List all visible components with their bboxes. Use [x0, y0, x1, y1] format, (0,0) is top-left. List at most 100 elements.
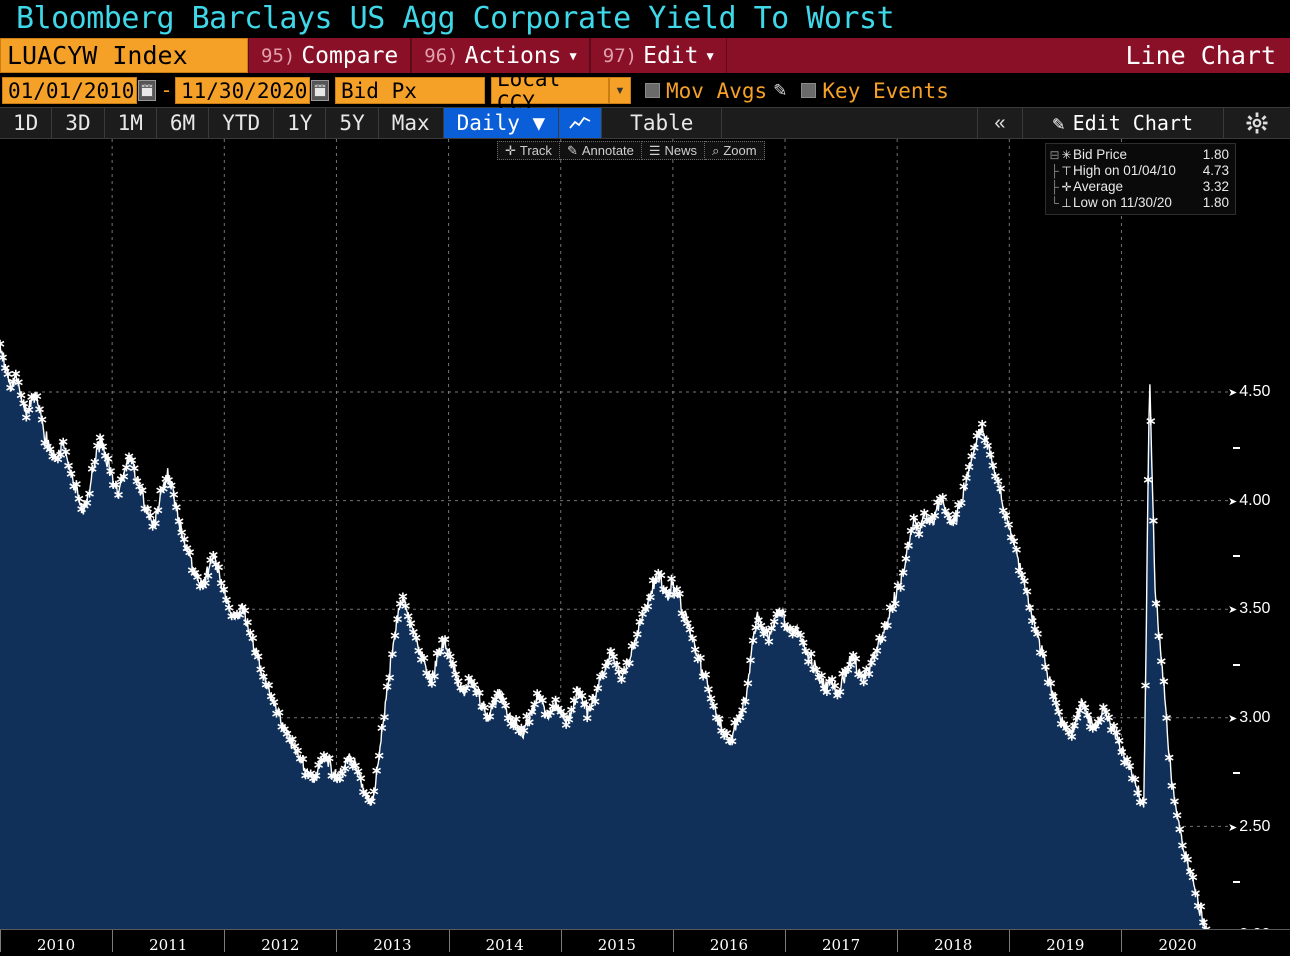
x-tick-separator	[224, 930, 226, 952]
tab-ytd[interactable]: YTD	[209, 108, 275, 138]
y-tick-label: ➤ 3.00	[1228, 709, 1271, 726]
actions-label: Actions	[464, 42, 562, 69]
period-dropdown[interactable]: Daily ▼	[443, 108, 560, 138]
pencil-icon: ✎	[1052, 111, 1065, 135]
y-tick-label: ➤ 4.00	[1228, 492, 1271, 509]
collapse-button[interactable]: «	[978, 108, 1023, 138]
edit-button[interactable]: 97) Edit ▼	[589, 38, 727, 73]
checkbox-icon[interactable]	[645, 83, 660, 98]
y-tick-label: ➤ 2.50	[1228, 818, 1271, 835]
edit-chart-button[interactable]: ✎ Edit Chart	[1023, 108, 1224, 138]
x-tick-label: 2013	[373, 936, 412, 954]
tab-1y[interactable]: 1Y	[274, 108, 327, 138]
x-tick-separator	[560, 930, 562, 952]
ticker-input[interactable]: LUACYW Index	[0, 38, 248, 73]
x-tick-separator	[672, 930, 674, 952]
legend-value: 3.32	[1202, 179, 1229, 194]
legend-value: 4.73	[1202, 163, 1229, 178]
zoom-label: Zoom	[723, 143, 757, 158]
date-to-input[interactable]: 11/30/2020	[175, 77, 310, 104]
x-tick-separator	[1121, 930, 1123, 952]
y-axis: ➤4.50 ➤4.00 ➤3.50 ➤3.00 ➤2.50 ➤2.00 1.80	[1228, 139, 1290, 943]
actions-button[interactable]: 96) Actions ▼	[411, 38, 590, 73]
calendar-icon[interactable]	[138, 80, 156, 101]
timeframe-tab-bar: 1D 3D 1M 6M YTD 1Y 5Y Max Daily ▼ Table …	[0, 107, 1290, 139]
x-tick-separator	[0, 930, 1, 952]
tab-3d[interactable]: 3D	[52, 108, 105, 138]
price-type-input[interactable]: Bid Px	[335, 77, 485, 104]
edit-chart-label: Edit Chart	[1072, 111, 1193, 135]
chart-plot[interactable]	[0, 139, 1290, 929]
annotate-label: Annotate	[581, 143, 634, 158]
track-tool[interactable]: ✛ Track	[497, 141, 560, 160]
filter-bar: 01/01/2010 - 11/30/2020 Bid Px Local CCY…	[0, 67, 1290, 115]
legend-value: 1.80	[1202, 147, 1229, 162]
edit-number: 97)	[602, 44, 638, 67]
x-tick-label: 2016	[709, 936, 749, 954]
chart-tool-strip: ✛ Track ✎ Annotate ☰ News ⌕ Zoom	[497, 141, 765, 160]
x-tick-separator	[448, 930, 450, 952]
average-marker-icon: ✛	[1061, 180, 1072, 194]
pencil-icon: ✎	[566, 142, 578, 158]
move-crosshair-icon: ✛	[505, 142, 516, 158]
x-tick-separator	[897, 930, 899, 952]
command-bar: LUACYW Index 95) Compare 96) Actions ▼ 9…	[0, 38, 1290, 74]
high-marker-icon: ⊤	[1061, 164, 1072, 178]
date-range-dash: -	[163, 78, 170, 102]
news-lines-icon: ☰	[648, 142, 661, 158]
tree-branch-icon: ├	[1050, 180, 1059, 194]
tab-1d[interactable]: 1D	[0, 108, 53, 138]
legend-label: Low on 11/30/20	[1073, 195, 1172, 210]
date-from-input[interactable]: 01/01/2010	[2, 77, 137, 104]
tab-6m[interactable]: 6M	[157, 108, 210, 138]
tab-max[interactable]: Max	[379, 108, 444, 138]
x-tick-separator	[336, 930, 338, 952]
x-tick-label: 2020	[1158, 936, 1197, 954]
tab-table[interactable]: Table	[602, 108, 723, 138]
tab-spacer	[722, 108, 979, 138]
legend-label: Average	[1073, 179, 1124, 194]
checkbox-icon[interactable]	[801, 83, 817, 98]
news-tool[interactable]: ☰ News	[641, 141, 706, 160]
x-tick-separator	[785, 930, 787, 952]
annotate-tool[interactable]: ✎ Annotate	[559, 141, 642, 160]
x-tick-label: 2014	[485, 936, 524, 954]
track-label: Track	[519, 143, 552, 158]
tree-end-icon: └	[1050, 196, 1059, 210]
x-tick-label: 2017	[822, 936, 861, 954]
news-label: News	[664, 143, 698, 158]
currency-select[interactable]: Local CCY	[491, 67, 609, 115]
edit-label: Edit	[643, 42, 699, 69]
currency-dropdown-arrow[interactable]: ▼	[609, 77, 631, 104]
legend-value: 1.80	[1202, 195, 1229, 210]
tab-5y[interactable]: 5Y	[326, 108, 379, 138]
legend-row: ⊟ ✳ Bid Price 1.80	[1049, 147, 1229, 163]
page-title: Bloomberg Barclays US Agg Corporate Yiel…	[16, 1, 895, 36]
mov-avgs-toggle[interactable]: Mov Avgs ✎	[645, 79, 787, 103]
calendar-icon[interactable]	[311, 80, 329, 101]
series-area-fill	[0, 343, 1228, 929]
zoom-tool[interactable]: ⌕ Zoom	[705, 141, 765, 160]
pencil-icon[interactable]: ✎	[773, 80, 788, 100]
x-tick-label: 2019	[1046, 936, 1085, 954]
key-events-toggle[interactable]: Key Events	[801, 78, 949, 103]
compare-number: 95)	[261, 44, 296, 67]
compare-button[interactable]: 95) Compare	[248, 38, 412, 73]
y-tick-label: ➤ 4.50	[1228, 383, 1271, 400]
x-tick-label: 2012	[261, 936, 300, 954]
x-tick-label: 2015	[597, 936, 636, 954]
x-tick-separator	[112, 930, 114, 952]
series-marker-icon: ✳	[1061, 148, 1072, 162]
low-marker-icon: ⊥	[1061, 196, 1072, 210]
chart-area: ✛ Track ✎ Annotate ☰ News ⌕ Zoom ⊟ ✳ Bid…	[0, 139, 1290, 943]
legend-label: High on 01/04/10	[1073, 163, 1176, 178]
chart-type-label: Line Chart	[1125, 41, 1276, 70]
settings-gear-icon[interactable]	[1224, 108, 1290, 138]
key-events-label: Key Events	[822, 78, 949, 103]
chevron-down-icon: ▼	[706, 48, 714, 63]
tree-expand-icon[interactable]: ⊟	[1049, 148, 1060, 162]
legend-row: ├ ⊤ High on 01/04/10 4.73	[1049, 163, 1229, 179]
tab-1m[interactable]: 1M	[105, 108, 157, 138]
x-tick-label: 2011	[149, 936, 188, 954]
line-chart-icon[interactable]	[559, 108, 603, 138]
